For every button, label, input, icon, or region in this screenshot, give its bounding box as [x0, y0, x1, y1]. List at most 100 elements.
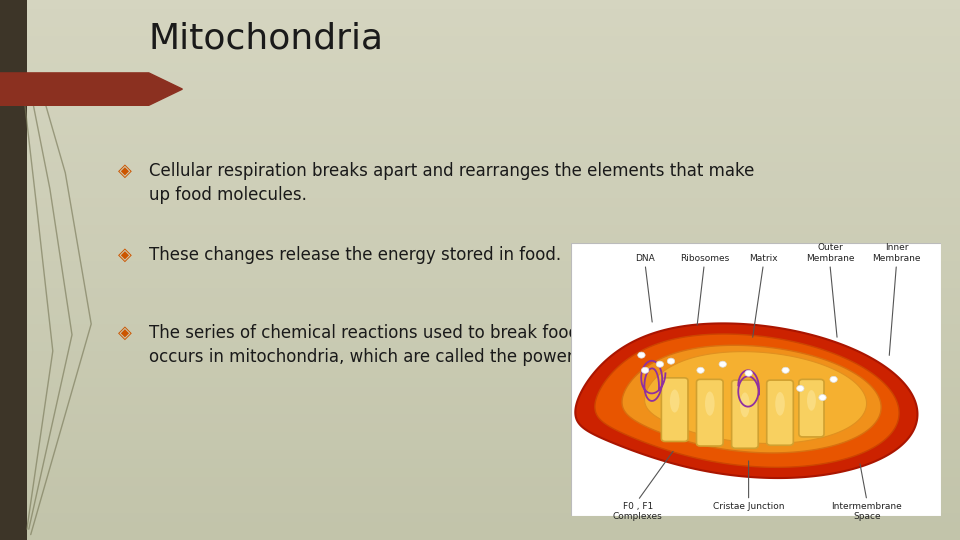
- Text: Inner
Membrane: Inner Membrane: [873, 244, 921, 262]
- Bar: [0, 279, 960, 288]
- Bar: [0, 72, 960, 81]
- Bar: [0, 468, 960, 477]
- Bar: [0, 405, 960, 414]
- Bar: [0, 108, 960, 117]
- Bar: [0, 369, 960, 378]
- Bar: [0, 81, 960, 90]
- Bar: [0, 27, 960, 36]
- Bar: [0, 198, 960, 207]
- Bar: [0, 63, 960, 72]
- Bar: [0, 261, 960, 270]
- FancyBboxPatch shape: [767, 380, 793, 446]
- Text: Mitochondria: Mitochondria: [149, 22, 384, 56]
- FancyBboxPatch shape: [697, 379, 723, 446]
- Bar: [0, 360, 960, 369]
- Bar: [0, 315, 960, 324]
- Bar: [0, 216, 960, 225]
- Bar: [0, 396, 960, 405]
- Bar: [0, 0, 27, 540]
- Bar: [0, 333, 960, 342]
- Bar: [0, 54, 960, 63]
- Text: DNA: DNA: [636, 254, 655, 262]
- Polygon shape: [644, 352, 867, 443]
- Bar: [0, 9, 960, 18]
- Bar: [0, 432, 960, 441]
- Text: F0 , F1
Complexes: F0 , F1 Complexes: [612, 502, 662, 522]
- Bar: [0, 414, 960, 423]
- Ellipse shape: [807, 390, 816, 411]
- Text: ◈: ◈: [118, 162, 132, 180]
- Circle shape: [667, 358, 675, 364]
- Bar: [0, 225, 960, 234]
- Circle shape: [719, 361, 727, 367]
- Bar: [0, 351, 960, 360]
- Bar: [0, 522, 960, 531]
- Text: Intermembrane
Space: Intermembrane Space: [831, 502, 902, 522]
- Text: Outer
Membrane: Outer Membrane: [805, 244, 854, 262]
- Ellipse shape: [776, 392, 785, 416]
- Polygon shape: [595, 334, 900, 467]
- Bar: [0, 378, 960, 387]
- Bar: [0, 162, 960, 171]
- FancyBboxPatch shape: [661, 378, 688, 442]
- Text: Cellular respiration breaks apart and rearranges the elements that make
up food : Cellular respiration breaks apart and re…: [149, 162, 755, 204]
- Bar: [0, 0, 960, 9]
- Bar: [0, 270, 960, 279]
- Bar: [0, 126, 960, 135]
- FancyBboxPatch shape: [732, 380, 758, 448]
- Bar: [0, 135, 960, 144]
- Circle shape: [637, 352, 645, 358]
- Bar: [0, 477, 960, 486]
- Bar: [0, 288, 960, 297]
- Bar: [0, 459, 960, 468]
- Bar: [0, 153, 960, 162]
- Circle shape: [641, 367, 649, 373]
- Polygon shape: [0, 73, 182, 105]
- Bar: [0, 180, 960, 189]
- Circle shape: [745, 370, 753, 376]
- Text: ◈: ◈: [118, 324, 132, 342]
- Text: Ribosomes: Ribosomes: [680, 254, 729, 262]
- Bar: [0, 504, 960, 513]
- Bar: [571, 243, 941, 516]
- Circle shape: [657, 361, 663, 367]
- Bar: [0, 189, 960, 198]
- Bar: [0, 324, 960, 333]
- Circle shape: [781, 367, 789, 373]
- Bar: [0, 387, 960, 396]
- Bar: [0, 99, 960, 108]
- Bar: [0, 306, 960, 315]
- Bar: [0, 117, 960, 126]
- Bar: [0, 90, 960, 99]
- Bar: [0, 531, 960, 540]
- Bar: [0, 207, 960, 216]
- Circle shape: [697, 367, 705, 373]
- Circle shape: [797, 386, 804, 392]
- Text: Cristae Junction: Cristae Junction: [713, 502, 784, 511]
- Polygon shape: [622, 345, 881, 453]
- Ellipse shape: [705, 392, 714, 416]
- Bar: [0, 513, 960, 522]
- FancyBboxPatch shape: [799, 379, 824, 437]
- Bar: [0, 45, 960, 54]
- Bar: [0, 36, 960, 45]
- Circle shape: [829, 376, 837, 382]
- Text: These changes release the energy stored in food.: These changes release the energy stored …: [149, 246, 561, 264]
- Bar: [0, 342, 960, 351]
- Circle shape: [819, 395, 827, 401]
- Bar: [0, 495, 960, 504]
- Bar: [0, 18, 960, 27]
- Bar: [0, 486, 960, 495]
- Bar: [0, 144, 960, 153]
- Bar: [0, 450, 960, 459]
- Bar: [0, 252, 960, 261]
- Bar: [0, 171, 960, 180]
- Bar: [0, 243, 960, 252]
- Text: ◈: ◈: [118, 246, 132, 264]
- Text: The series of chemical reactions used to break food molecules apart it
occurs in: The series of chemical reactions used to…: [149, 324, 734, 366]
- Bar: [0, 234, 960, 243]
- Bar: [0, 297, 960, 306]
- Ellipse shape: [740, 393, 750, 417]
- Ellipse shape: [670, 389, 680, 413]
- Bar: [0, 441, 960, 450]
